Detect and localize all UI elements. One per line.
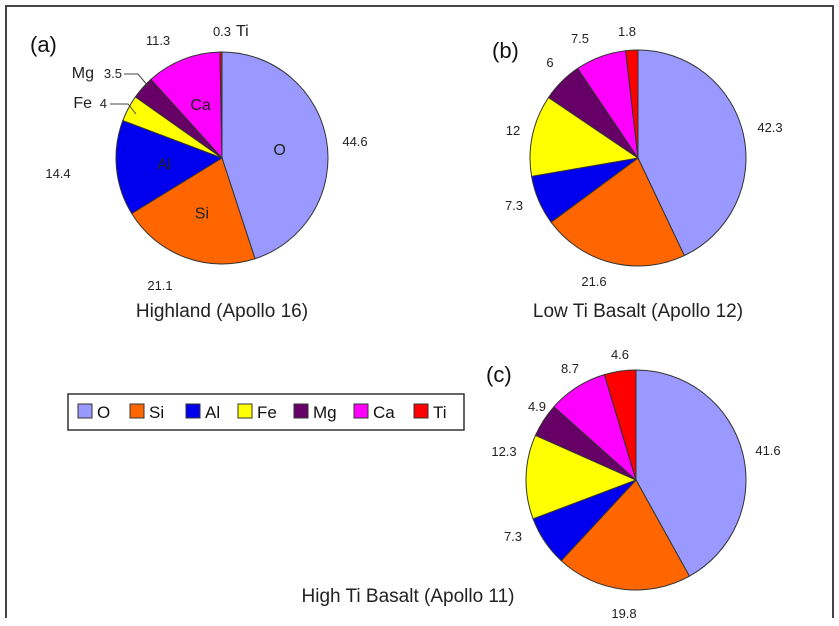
value-label-low-ti-basalt-mg: 6 [546,55,553,70]
chart-title-high-ti-basalt: High Ti Basalt (Apollo 11) [302,586,515,607]
pie-slice-high-ti-basalt-o [635,369,747,577]
value-label-highland-o: 44.6 [342,134,367,149]
legend-label-ca: Ca [373,403,395,422]
value-label-low-ti-basalt-al: 7.3 [505,198,523,213]
value-label-low-ti-basalt-si: 21.6 [581,274,606,289]
panel-letter-b: (b) [492,38,519,63]
value-label-highland-fe: 4 [100,96,107,111]
legend-swatch-mg [293,403,309,419]
legend-label-fe: Fe [257,403,277,422]
pie-slice-highland-o [221,51,329,260]
pie-slice-low-ti-basalt-ti [625,49,639,159]
pie-slice-high-ti-basalt-si [560,479,691,591]
panel-letter-c: (c) [486,362,512,387]
slice-element-label-highland-si: Si [195,206,209,223]
legend-label-ti: Ti [433,403,447,422]
leader-line-highland-fe [110,103,137,115]
chart-title-highland: Highland (Apollo 16) [136,301,308,322]
value-label-high-ti-basalt-ti: 4.6 [611,347,629,362]
pie-slice-low-ti-basalt-fe [529,96,640,177]
slice-element-label-highland-al: Al [157,157,171,174]
legend-swatch-fe [237,403,253,419]
pie-chart-low-ti-basalt: 42.3 21.6 7.3 12 6 7.5 1.8 [505,24,783,289]
pie-slice-highland-ti [219,51,223,159]
value-label-low-ti-basalt-fe: 12 [506,123,520,138]
value-label-high-ti-basalt-si: 19.8 [611,606,636,621]
panel-letter-a: (a) [30,32,57,57]
pie-slice-low-ti-basalt-o [637,49,747,257]
outer-element-label-highland-mg: Mg [72,65,94,82]
slice-element-label-highland-o: O [273,142,285,159]
value-label-highland-ca: 11.3 [146,33,170,48]
pie-slice-low-ti-basalt-si [550,157,685,267]
value-label-highland-si: 21.1 [147,278,172,293]
legend-swatch-ti [413,403,429,419]
pie-chart-high-ti-basalt: 41.6 19.8 7.3 12.3 4.9 8.7 4.6 [491,347,780,621]
legend: O Si Al Fe Mg Ca Ti [67,393,465,431]
leader-line-highland-mg [124,73,149,87]
legend-swatch-al [185,403,201,419]
legend-swatch-o [77,403,93,419]
legend-swatch-si [129,403,145,419]
legend-label-al: Al [205,403,220,422]
legend-swatch-ca [353,403,369,419]
value-label-high-ti-basalt-o: 41.6 [755,443,780,458]
pie-slice-highland-ca [150,51,223,160]
pie-slice-highland-si [131,157,256,265]
value-label-highland-mg: 3.5 [104,66,122,81]
value-label-high-ti-basalt-al: 7.3 [504,529,522,544]
legend-label-si: Si [149,403,164,422]
figure-border [5,5,834,618]
value-label-high-ti-basalt-mg: 4.9 [528,399,546,414]
value-label-highland-al: 14.4 [45,166,70,181]
pie-chart-highland: O 44.6 Si 21.1 Al 14.4 4 Fe 3.5 Mg Ca 11.3 0.3 Ti [45,23,367,293]
pie-slice-highland-al [115,119,224,215]
outer-element-label-highland-ti: Ti [236,23,249,40]
value-label-low-ti-basalt-ca: 7.5 [571,31,589,46]
value-label-high-ti-basalt-ca: 8.7 [561,361,579,376]
pie-slice-high-ti-basalt-ti [603,369,637,481]
chart-title-low-ti-basalt: Low Ti Basalt (Apollo 12) [533,301,743,322]
value-label-high-ti-basalt-fe: 12.3 [491,444,516,459]
slice-element-label-highland-ca: Ca [190,97,211,114]
value-label-low-ti-basalt-ti: 1.8 [618,24,636,39]
pie-slice-high-ti-basalt-fe [525,434,638,520]
legend-label-mg: Mg [313,403,337,422]
value-label-low-ti-basalt-o: 42.3 [757,120,782,135]
outer-element-label-highland-fe: Fe [73,95,92,112]
value-label-highland-ti: 0.3 [213,24,231,39]
legend-label-o: O [97,403,110,422]
